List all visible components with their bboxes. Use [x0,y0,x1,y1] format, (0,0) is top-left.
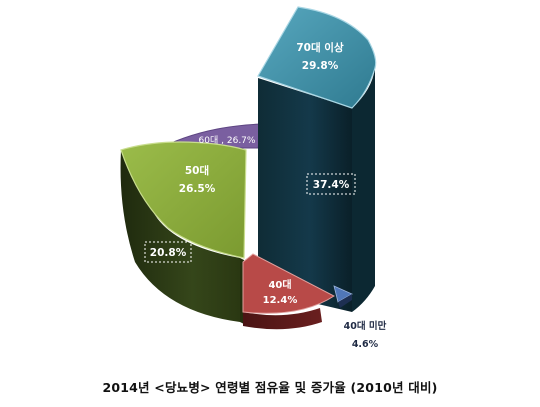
label-70s-value: 29.8% [302,60,339,72]
growth-box-50s: 20.8% [144,241,192,263]
slice-50s-top [120,141,247,259]
growth-box-50s-text: 20.8% [150,247,187,259]
growth-box-70s: 37.4% [306,173,356,195]
slice-70s [257,6,377,312]
slice-40s-side [243,308,322,330]
slice-70s-side [258,78,352,312]
label-40s-value: 12.4% [263,295,298,306]
slice-under40 [333,285,353,308]
slice-70s-top [257,6,377,109]
slice-70s-right [352,68,375,312]
growth-box-50s-frame [144,241,192,263]
growth-box-70s-frame [306,173,356,195]
label-50s: 50대 [185,164,209,177]
slice-50s [120,141,247,324]
growth-box-70s-text: 37.4% [313,179,350,191]
label-under40-value: 4.6% [352,339,379,350]
label-60s: 60대 , 26.7% [199,135,256,146]
label-70s: 70대 이상 [296,41,344,54]
label-50s-value: 26.5% [179,183,216,195]
slice-40s-top [242,253,335,314]
label-under40: 40대 미만 [344,320,387,332]
slice-under40-side [338,294,352,308]
label-40s: 40대 [268,278,291,291]
slice-40s [242,253,335,330]
chart-title: 2014년 <당뇨병> 연령별 점유율 및 증가율 (2010년 대비) [102,380,438,395]
slice-50s-side [120,150,240,322]
